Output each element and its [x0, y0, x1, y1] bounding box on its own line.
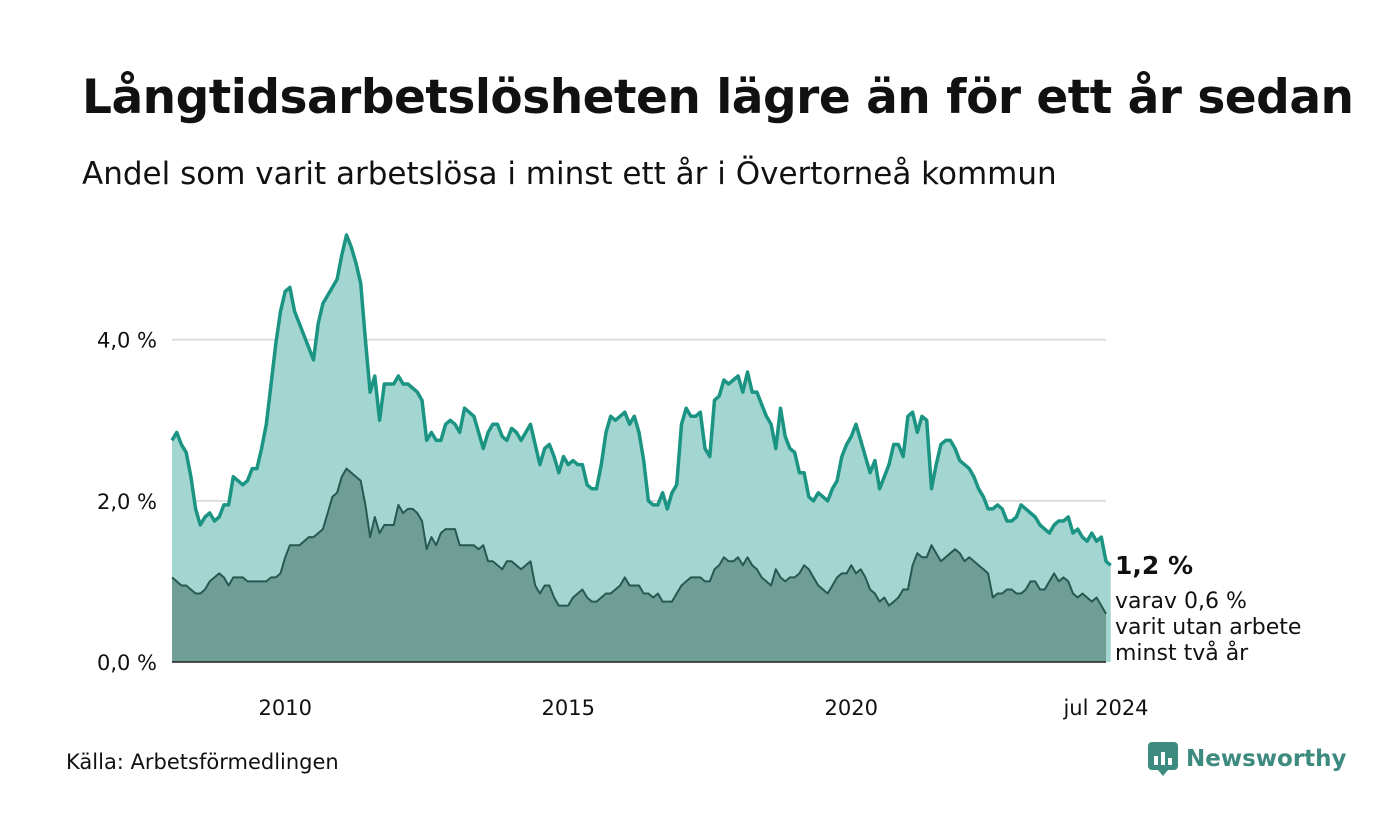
- y-tick-label: 0,0 %: [97, 651, 157, 675]
- two-year-unemployment-area: [172, 468, 1106, 662]
- chart-subtitle: Andel som varit arbetslösa i minst ett å…: [82, 156, 1057, 192]
- annotation-line: varav 0,6 %: [1115, 589, 1247, 614]
- annotation-line: minst två år: [1115, 640, 1249, 666]
- source-note: Källa: Arbetsförmedlingen: [66, 750, 339, 774]
- end-annotation: 1,2 % varav 0,6 % varit utan arbete mins…: [1115, 551, 1301, 666]
- chart-title: Långtidsarbetslösheten lägre än för ett …: [82, 70, 1354, 125]
- x-axis-ticks: 2010 2015 2020 jul 2024: [258, 696, 1148, 720]
- y-tick-label: 2,0 %: [97, 490, 157, 514]
- two-year-unemployment-line: [171, 467, 1107, 615]
- annotation-value: 1,2 %: [1115, 551, 1193, 580]
- x-tick-label: 2020: [825, 696, 878, 720]
- y-tick-label: 4,0 %: [97, 329, 157, 353]
- brand-name: Newsworthy: [1186, 746, 1347, 772]
- brand-logo[interactable]: Newsworthy: [1148, 742, 1347, 776]
- newsworthy-logo-icon: [1148, 742, 1178, 776]
- annotation-line: varit utan arbete: [1115, 615, 1301, 640]
- long-term-unemployment-line: [170, 233, 1112, 567]
- y-axis-ticks: 0,0 % 2,0 % 4,0 %: [97, 329, 157, 675]
- x-tick-label: 2015: [542, 696, 595, 720]
- area-chart: 0,0 % 2,0 % 4,0 % 2010 2015 2020 jul 2024 1,2…: [97, 233, 1301, 720]
- x-tick-label: 2010: [258, 696, 311, 720]
- x-tick-label: jul 2024: [1062, 696, 1148, 720]
